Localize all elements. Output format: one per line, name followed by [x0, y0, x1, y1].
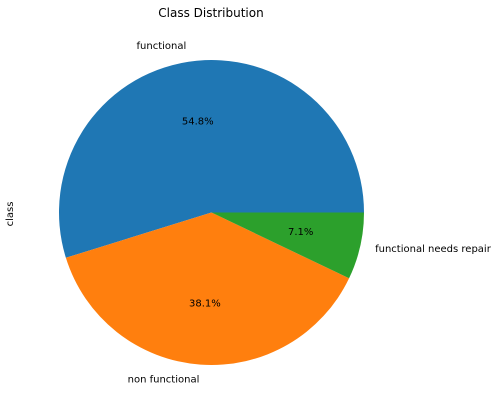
pie-labels: 54.8% functional 38.1% non functional 7.1% fu… [128, 41, 492, 385]
chart-title: Class Distribution [158, 6, 263, 20]
pie-category-label-functional-needs-repair: functional needs repair [375, 244, 492, 255]
pie-slices [58, 59, 364, 366]
pie-pct-label-functional: 54.8% [182, 117, 214, 128]
y-axis-label: class [5, 202, 16, 227]
pie-category-label-functional: functional [137, 41, 187, 52]
pie-slice-functional-needs-repair [211, 212, 364, 279]
pie-category-label-non-functional: non functional [128, 374, 200, 385]
pie-pct-label-functional-needs-repair: 7.1% [288, 227, 313, 238]
pie-slice-functional [58, 59, 364, 258]
pie-slice-non-functional [65, 212, 350, 366]
pie-pct-label-non-functional: 38.1% [189, 298, 221, 309]
